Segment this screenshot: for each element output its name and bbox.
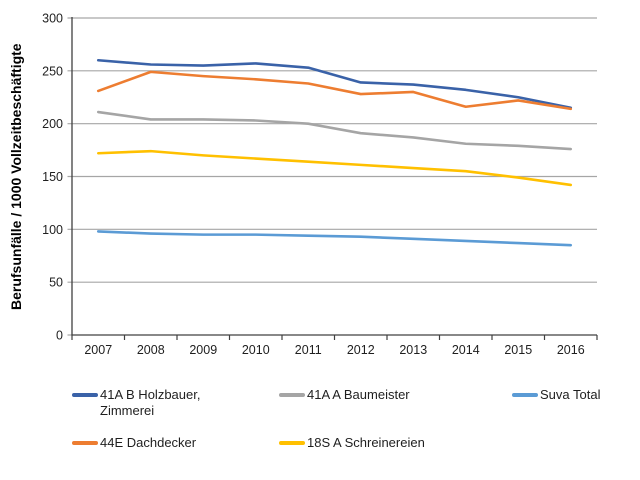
series-line-18s-a-schreinereien [96, 149, 573, 187]
y-tick-label: 0 [56, 329, 63, 343]
y-tick-label: 150 [42, 170, 63, 184]
legend-swatch-dachdecker-icon [72, 441, 98, 445]
x-tick-label: 2009 [189, 343, 217, 357]
legend-item-schreinereien: 18S A Schreinereien [279, 435, 425, 451]
y-tick-label: 200 [42, 117, 63, 131]
series-line-41a-a-baumeister [96, 110, 573, 151]
legend-item-suva-total: Suva Total [512, 387, 600, 403]
series-line-44e-dachdecker [96, 70, 573, 111]
x-tick-label: 2010 [242, 343, 270, 357]
x-tick-label: 2011 [295, 343, 322, 357]
x-tick-label: 2012 [347, 343, 375, 357]
legend-item-baumeister: 41A A Baumeister [279, 387, 410, 403]
legend-label: Suva Total [540, 387, 601, 402]
y-tick-label: 50 [49, 276, 63, 290]
legend-label: 41A A Baumeister [307, 387, 410, 402]
x-tick-label: 2007 [84, 343, 112, 357]
legend-swatch-holzbauer-icon [72, 393, 98, 397]
y-tick-label: 250 [42, 64, 63, 78]
y-tick-label: 100 [42, 223, 63, 237]
legend-label: 18S A Schreinereien [307, 435, 425, 450]
legend-item-dachdecker: 44E Dachdecker [72, 435, 196, 451]
x-tick-label: 2008 [137, 343, 165, 357]
legend-swatch-suva-icon [512, 393, 538, 397]
series-line-suva-total [96, 230, 573, 247]
x-tick-label: 2013 [399, 343, 427, 357]
legend-label: 41A B Holzbauer, Zimmerei [100, 387, 201, 419]
legend-swatch-schreinereien-icon [279, 441, 305, 445]
legend-swatch-baumeister-icon [279, 393, 305, 397]
chart-plot-area: 0 50 100 150 200 250 300 2007 2008 2009 2010 2011 20… [42, 12, 598, 357]
x-tick-label: 2015 [504, 343, 532, 357]
series-line-41a-b-holzbauer-zimmerei [96, 58, 573, 110]
legend-label: 44E Dachdecker [100, 435, 197, 450]
x-tick-label: 2014 [452, 343, 480, 357]
legend-item-holzbauer-zimmerei: 41A B Holzbauer, Zimmerei [72, 387, 212, 420]
y-tick-label: 300 [42, 12, 63, 26]
x-tick-label: 2016 [557, 343, 585, 357]
